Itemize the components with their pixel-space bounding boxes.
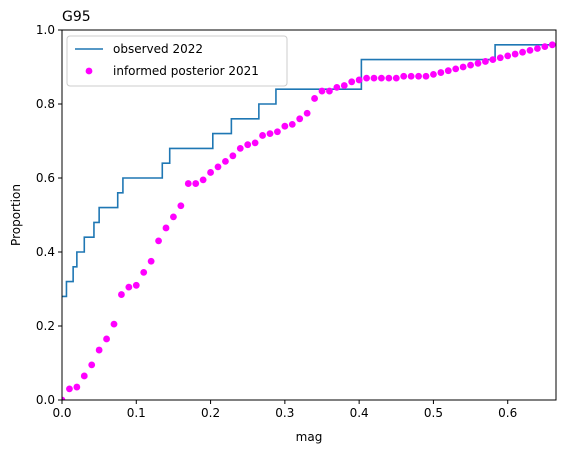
scatter-point-56 [474, 59, 482, 67]
scatter-point-63 [526, 46, 534, 54]
x-tick-label-2: 0.2 [201, 406, 220, 420]
scatter-point-43 [378, 74, 385, 82]
scatter-point-13 [155, 237, 162, 245]
legend-box [66, 35, 288, 87]
scatter-point-54 [459, 63, 467, 71]
scatter-point-10 [132, 281, 140, 289]
scatter-point-2 [73, 383, 81, 391]
scatter-point-31 [288, 120, 296, 128]
scatter-point-14 [162, 224, 170, 232]
scatter-point-49 [422, 72, 430, 80]
x-tick-label-4: 0.4 [350, 406, 369, 420]
y-axis-label: Proportion [9, 184, 23, 246]
scatter-point-60 [504, 52, 512, 60]
scatter-point-58 [489, 56, 497, 63]
legend-swatch-informed-posterior-2021 [85, 67, 93, 75]
scatter-point-4 [88, 361, 96, 369]
scatter-point-6 [103, 335, 110, 343]
y-tick-label-1: 0.2 [36, 319, 55, 333]
scatter-point-37 [333, 83, 341, 91]
scatter-point-36 [326, 87, 333, 95]
axes-frame [61, 29, 557, 401]
scatter-point-64 [534, 45, 541, 52]
scatter-point-47 [407, 72, 415, 80]
scatter-point-19 [199, 176, 207, 184]
scatter-point-16 [177, 202, 185, 210]
scatter-point-42 [370, 74, 378, 82]
scatter-point-48 [415, 72, 422, 80]
scatter-point-62 [519, 48, 526, 56]
scatter-point-40 [355, 76, 363, 84]
y-tick-label-0: 0.0 [36, 393, 55, 407]
scatter-point-21 [214, 163, 222, 171]
scatter-point-7 [110, 320, 118, 328]
y-tick-label-2: 0.4 [36, 245, 55, 259]
legend-label-informed-posterior-2021: informed posterior 2021 [113, 64, 259, 78]
scatter-point-44 [385, 74, 393, 82]
scatter-point-0 [62, 396, 66, 400]
x-tick-label-5: 0.5 [424, 406, 443, 420]
scatter-point-59 [496, 54, 504, 62]
scatter-point-24 [236, 145, 244, 152]
y-tick-label-5: 1.0 [36, 23, 55, 37]
x-tick-label-6: 0.6 [498, 406, 517, 420]
x-tick-label-1: 0.1 [127, 406, 146, 420]
scatter-point-15 [170, 213, 177, 221]
scatter-point-9 [125, 283, 133, 291]
scatter-point-30 [281, 122, 289, 130]
scatter-point-12 [147, 257, 155, 265]
plot-area: 0.0 0.1 0.2 0.3 0.4 0.5 0.6 0.0 0.2 0.4 0.6 0.8 1.0 [36, 23, 557, 420]
scatter-point-50 [430, 71, 437, 78]
x-axis-label: mag [296, 430, 323, 444]
scatter-point-25 [244, 141, 252, 149]
scatter-point-38 [340, 82, 348, 89]
scatter-point-34 [311, 95, 318, 102]
scatter-point-26 [251, 139, 259, 147]
legend-label-observed-2022: observed 2022 [113, 42, 203, 56]
scatter-point-28 [266, 130, 274, 138]
chart-title: G95 [62, 9, 91, 25]
scatter-point-23 [229, 152, 237, 160]
scatter-point-20 [207, 169, 214, 176]
scatter-point-66 [548, 41, 556, 49]
scatter-point-51 [437, 69, 445, 76]
scatter-point-41 [363, 74, 370, 82]
scatter-point-55 [467, 61, 474, 69]
series-line-observed-2022 [62, 44, 556, 298]
scatter-point-11 [140, 268, 148, 276]
scatter-point-8 [118, 291, 125, 298]
scatter-point-5 [95, 346, 103, 354]
scatter-point-61 [511, 50, 519, 58]
scatter-point-52 [444, 67, 452, 75]
y-tick-label-3: 0.6 [36, 171, 55, 185]
x-tick-label-3: 0.3 [275, 406, 294, 420]
scatter-point-53 [452, 65, 460, 73]
scatter-point-39 [348, 78, 356, 86]
scatter-point-45 [392, 74, 400, 82]
scatter-point-3 [80, 372, 88, 380]
scatter-point-22 [222, 157, 229, 165]
scatter-point-32 [296, 115, 304, 123]
scatter-point-65 [541, 43, 549, 51]
scatter-point-35 [318, 87, 326, 95]
x-tick-label-0: 0.0 [52, 406, 71, 420]
scatter-point-33 [303, 109, 311, 117]
scatter-point-29 [274, 128, 281, 136]
scatter-point-1 [66, 385, 73, 393]
scatter-point-17 [184, 180, 192, 187]
scatter-point-27 [259, 132, 266, 139]
scatter-point-18 [192, 180, 200, 187]
scatter-point-46 [400, 72, 408, 80]
legend: observed 2022 informed posterior 2021 [66, 35, 288, 87]
y-tick-label-4: 0.8 [36, 97, 55, 111]
scatter-point-57 [482, 58, 489, 65]
